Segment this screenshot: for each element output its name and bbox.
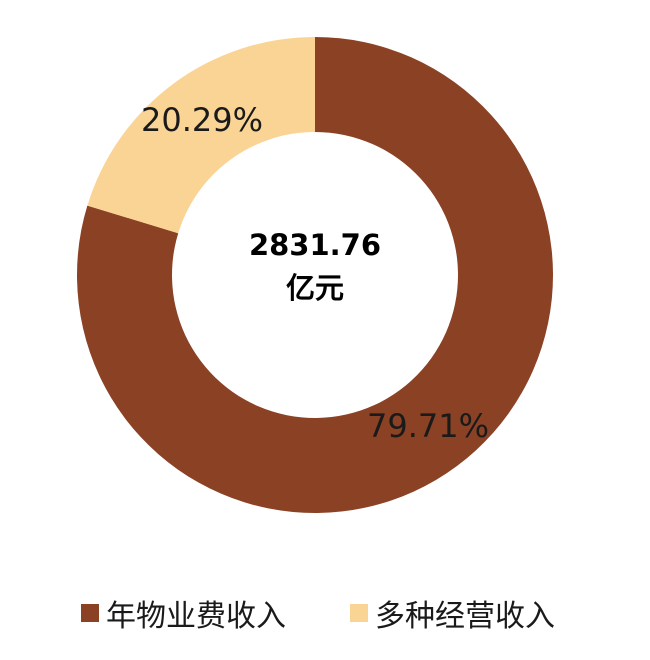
legend-swatch-property-fee — [81, 604, 99, 622]
slice-label-property-fee: 79.71% — [367, 407, 489, 445]
slice-labels: 79.71% 20.29% — [141, 101, 489, 445]
center-unit: 亿元 — [286, 271, 344, 305]
donut-slices — [77, 37, 553, 513]
center-label: 2831.76 亿元 — [249, 228, 381, 305]
slice-diversified — [87, 37, 315, 234]
legend-label-property-fee: 年物业费收入 — [106, 599, 286, 634]
legend-label-diversified: 多种经营收入 — [375, 599, 555, 634]
slice-label-diversified: 20.29% — [141, 101, 263, 139]
slice-property-fee — [77, 37, 553, 513]
center-value: 2831.76 — [249, 228, 381, 262]
legend-swatch-diversified — [350, 604, 368, 622]
legend: 年物业费收入 多种经营收入 — [81, 599, 555, 634]
